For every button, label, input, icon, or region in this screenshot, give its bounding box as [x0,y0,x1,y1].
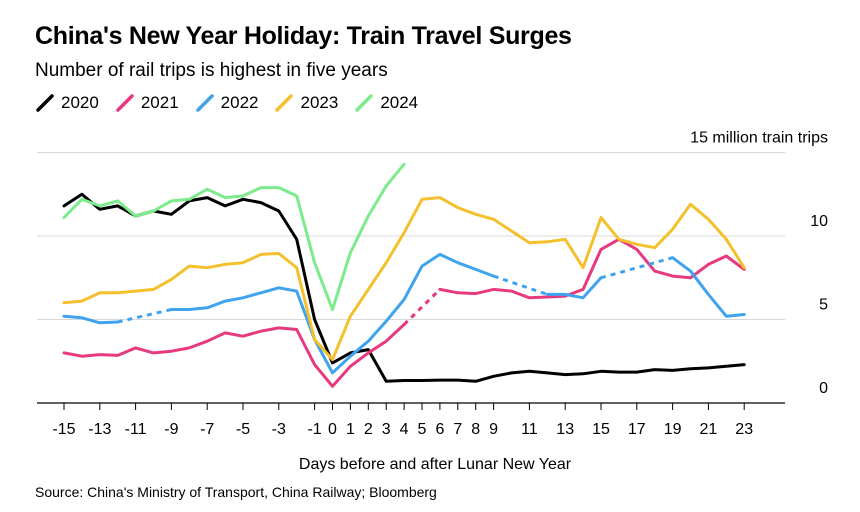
x-tick-label: 1 [346,421,355,438]
x-tick-label: 21 [700,421,718,438]
legend-item-2024: 2024 [354,93,418,113]
legend-label: 2020 [61,93,99,112]
x-tick-label: 7 [453,421,462,438]
x-tick-label: 15 [592,421,610,438]
series-2023 [62,196,746,362]
x-tick-label: 4 [400,421,409,438]
chart-title: China's New Year Holiday: Train Travel S… [35,22,572,50]
series-2020 [62,192,746,383]
x-tick-label: 19 [664,421,682,438]
x-tick-label: 6 [435,421,444,438]
x-tick-label: -15 [52,421,75,438]
x-tick-label: -7 [200,421,214,438]
legend-item-2022: 2022 [195,93,259,113]
series-line-2022 [671,256,746,318]
x-tick-label: 0 [328,421,337,438]
x-tick-label: 3 [382,421,391,438]
series-line-2022-estimated [600,256,674,280]
series-line-2022 [62,314,120,325]
chart-subtitle: Number of rail trips is highest in five … [35,60,388,81]
x-tick-label: 5 [418,421,427,438]
legend-item-2021: 2021 [115,93,179,113]
series-line-2020 [62,192,746,383]
x-tick-label: 2 [364,421,373,438]
legend-swatch [275,94,294,112]
legend-swatch [116,94,134,112]
x-tick-label: 13 [556,421,574,438]
series-line-2024 [62,162,406,311]
y-tick-label: 15 million train trips [690,130,828,147]
legend: 2020 2021 2022 2023 2024 [35,93,434,113]
series-2022 [62,252,746,375]
legend-swatch-line [36,94,54,112]
x-tick-label: -5 [236,421,250,438]
series-line-2022-estimated [117,308,172,324]
series-line-2021-estimated [403,288,441,326]
x-tick-label: 11 [521,421,538,438]
legend-item-2020: 2020 [35,93,99,113]
series-2024 [62,162,406,311]
x-tick-label: -13 [88,421,111,438]
x-tick-label: 9 [489,421,498,438]
x-tick-label: -9 [164,421,178,438]
x-tick-label: 8 [471,421,480,438]
series-line-2022 [169,252,496,375]
series-line-2023 [62,196,746,362]
y-tick-label: 10 [810,213,828,230]
legend-label: 2021 [140,93,179,112]
x-tick-label: -11 [125,421,147,438]
legend-swatch [36,94,54,112]
legend-item-2023: 2023 [274,93,338,113]
legend-swatch [355,94,374,112]
legend-swatch-line [116,94,134,112]
legend-label: 2024 [380,93,419,112]
legend-swatch-line [195,94,214,112]
x-tick-label: -3 [272,421,286,438]
legend-swatch-line [355,94,374,112]
x-tick-label: 23 [735,421,753,438]
legend-swatch-line [275,94,294,112]
series-line-2021 [62,323,406,388]
series-line-2022 [545,276,603,300]
x-tick-label: -1 [307,421,321,438]
source-note: Source: China's Ministry of Transport, C… [35,484,437,500]
legend-swatch [195,94,214,112]
series-2021 [62,237,746,388]
legend-label: 2023 [300,93,339,112]
legend-label: 2022 [220,93,259,112]
y-tick-label: 5 [819,297,828,314]
x-tick-label: 17 [628,421,646,438]
x-axis-label: Days before and after Lunar New Year [299,456,572,473]
y-tick-label: 0 [819,380,828,397]
